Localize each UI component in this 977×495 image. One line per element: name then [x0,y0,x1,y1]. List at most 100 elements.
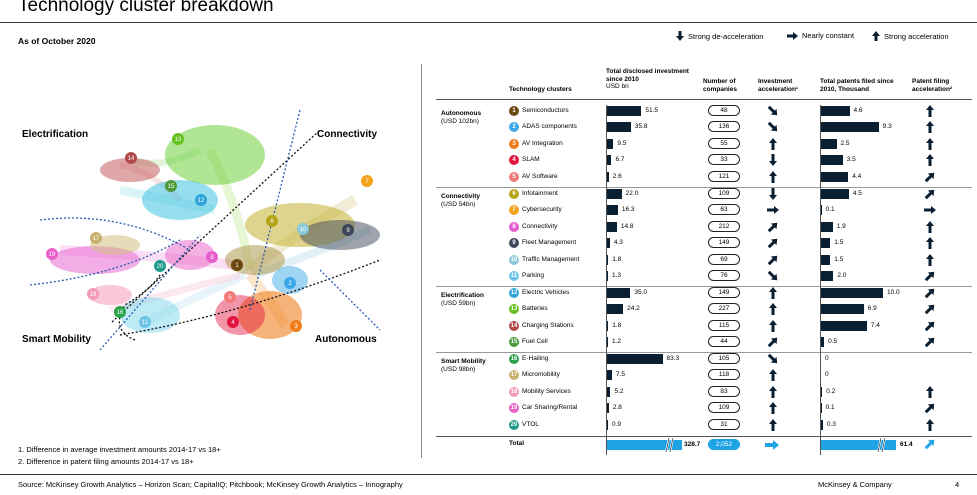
patents-bar [821,288,883,298]
cluster-name: ADAS components [522,123,577,130]
svg-text:13: 13 [175,137,182,143]
svg-text:5: 5 [228,295,232,301]
cluster-node-15 [165,180,177,192]
patent-accel-icon [924,288,935,299]
total-inv-accel-icon [765,440,779,450]
header-inv-accel: Investment acceleration¹ [758,78,799,93]
cluster-number-badge: 9 [509,238,519,248]
svg-text:15: 15 [168,184,175,190]
investment-value: 6.7 [615,156,625,163]
cluster-number-badge: 8 [509,222,519,232]
svg-text:20: 20 [157,264,164,270]
cluster-number-badge: 18 [509,387,519,397]
patents-value: 10.0 [887,289,900,296]
patent-accel-icon [924,337,935,348]
investment-value: 4.3 [613,239,623,246]
companies-count: 105 [708,353,740,364]
svg-text:3: 3 [294,324,298,330]
patent-accel-icon [926,419,934,431]
cluster-node-3 [290,320,302,332]
group-sub: (USD 98bn) [441,365,476,373]
header-investment-title: Total disclosed investment since 2010 [606,68,689,83]
companies-count: 63 [708,204,740,215]
svg-text:14: 14 [128,156,135,162]
cluster-name: Parking [522,272,545,279]
patents-value: 0.1 [825,206,835,213]
cluster-name: Fuel Cell [522,338,548,345]
investment-axis [606,105,607,455]
investment-value: 2.8 [612,404,622,411]
patent-accel-icon [926,221,934,233]
investment-bar [607,255,609,265]
legend-label: Strong acceleration [884,31,949,41]
investment-bar [607,288,631,298]
companies-count: 149 [708,287,740,298]
cluster-node-8 [206,251,218,263]
svg-text:16: 16 [117,310,124,316]
patents-value: 1.5 [834,256,844,263]
group-divider [436,286,972,287]
investment-value: 1.3 [612,272,622,279]
investment-accel-icon [767,270,778,281]
patent-accel-icon [924,403,935,414]
investment-accel-icon [767,222,778,233]
svg-text:17: 17 [93,236,100,242]
investment-bar [607,304,624,314]
cluster-node-12 [195,194,207,206]
patents-value: 6.9 [867,305,877,312]
patent-accel-icon [924,271,935,282]
investment-accel-icon [767,337,778,348]
total-patent-accel-icon [924,439,935,450]
investment-bar [607,387,611,397]
companies-count: 149 [708,237,740,248]
cluster-number-badge: 13 [509,304,519,314]
patent-accel-icon [926,105,934,117]
cluster-node-19 [46,248,58,260]
patents-bar [821,155,843,165]
investment-accel-icon [769,303,777,315]
patents-value: 0.1 [825,404,835,411]
cluster-name: SLAM [522,156,540,163]
patents-value: 3.5 [846,156,856,163]
group-sub: (USD 102bn) [441,117,479,125]
cluster-node-13 [172,133,184,145]
cluster-name: Infotainment [522,190,558,197]
investment-value: 9.5 [617,140,627,147]
svg-text:18: 18 [90,292,97,298]
legend-label: Nearly constant [802,31,855,40]
patents-bar [821,271,834,281]
companies-count: 48 [708,105,740,116]
cluster-name: Traffic Management [522,256,580,263]
cluster-number-badge: 3 [509,139,519,149]
group-name: Autonomous [441,110,482,117]
companies-count: 83 [708,386,740,397]
cluster-node-11 [139,316,151,328]
patents-value: 7.4 [870,322,880,329]
investment-value: 1.8 [612,322,622,329]
patent-accel-icon [926,237,934,249]
total-investment-value: 328.7 [684,441,701,448]
cluster-number-badge: 7 [509,205,519,215]
investment-accel-icon [769,138,777,150]
patent-accel-icon [924,321,935,332]
header-investment: Total disclosed investment since 2010 US… [606,68,701,91]
region-label-connectivity: Connectivity [317,129,378,140]
patents-bar [821,321,867,331]
investment-accel-icon [769,402,777,414]
page-title: Technology cluster breakdown [18,0,274,16]
cluster-name: E-Hailing [522,355,549,362]
investment-bar [607,222,617,232]
patents-bar [821,337,825,347]
investment-accel-icon [769,188,777,200]
companies-count: 115 [708,320,740,331]
investment-value: 35.8 [634,123,648,130]
cluster-node-10 [297,223,309,235]
svg-text:9: 9 [346,228,350,234]
investment-value: 24.2 [627,305,640,312]
patents-bar [821,189,849,199]
investment-bar [607,139,614,149]
patents-bar [821,139,837,149]
arrow-up-icon [872,31,880,41]
cluster-node-9 [342,224,354,236]
patents-bar [821,122,879,132]
